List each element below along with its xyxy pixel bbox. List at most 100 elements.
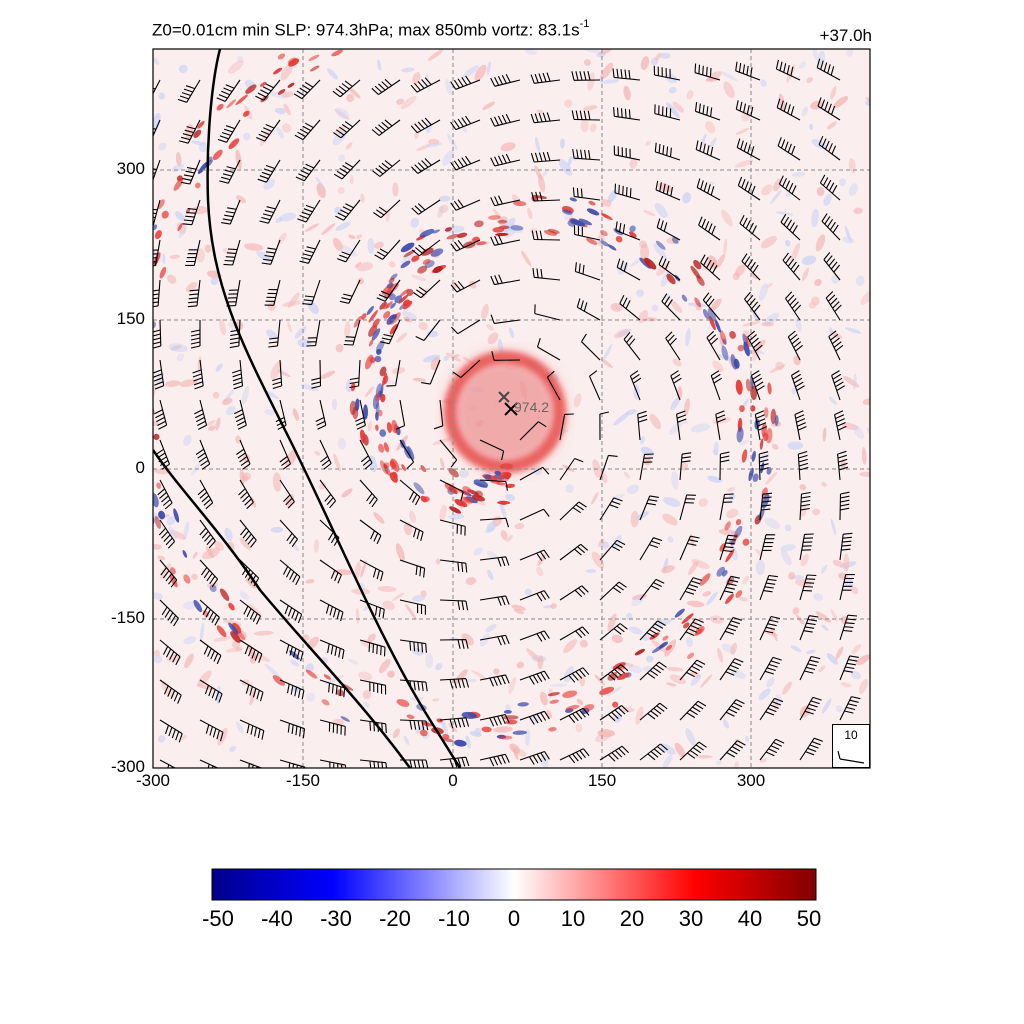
wind-barb xyxy=(239,519,257,548)
wind-barb xyxy=(559,501,587,521)
vorticity-speckle xyxy=(304,223,320,232)
vorticity-speckle xyxy=(540,754,549,768)
rainband-cell xyxy=(569,197,577,202)
vorticity-speckle xyxy=(374,241,384,249)
rainband-cell xyxy=(570,219,586,227)
coastlines xyxy=(153,49,462,768)
vorticity-speckle xyxy=(253,630,274,636)
rainband-cell xyxy=(456,232,468,238)
vorticity-speckle xyxy=(601,471,608,484)
vorticity-speckle xyxy=(612,535,622,549)
wind-barb xyxy=(399,599,426,615)
wind-barb xyxy=(735,61,761,81)
wind-barb xyxy=(180,159,201,185)
vorticity-noise xyxy=(153,49,870,768)
vorticity-speckle xyxy=(348,234,356,240)
wind-barb xyxy=(776,98,801,121)
vorticity-speckle xyxy=(832,559,844,568)
vorticity-speckle xyxy=(219,318,226,336)
vorticity-speckle xyxy=(685,636,693,648)
vorticity-speckle xyxy=(159,563,172,580)
wind-barb xyxy=(232,359,244,390)
rainband-cell xyxy=(461,711,477,719)
vorticity-speckle xyxy=(513,747,527,757)
vorticity-speckle xyxy=(215,417,221,431)
vorticity-speckle xyxy=(795,317,802,333)
vorticity-speckle xyxy=(297,338,312,348)
vorticity-speckle xyxy=(721,209,733,227)
vorticity-speckle xyxy=(178,64,188,74)
rainband-cell xyxy=(634,648,645,656)
rainband-cell xyxy=(517,702,529,707)
wind-barb xyxy=(613,145,641,161)
wind-barb xyxy=(411,158,441,174)
vorticity-speckle xyxy=(486,550,498,560)
vorticity-speckle xyxy=(409,510,417,523)
vorticity-speckle xyxy=(589,123,597,133)
vorticity-speckle xyxy=(403,735,410,745)
vorticity-speckle xyxy=(558,159,573,176)
rainband-cell xyxy=(721,570,728,577)
vorticity-speckle xyxy=(508,676,517,694)
vorticity-speckle xyxy=(364,386,375,398)
rainband-cell xyxy=(388,293,396,301)
vorticity-speckle xyxy=(500,530,508,541)
rainband-cell xyxy=(288,58,300,67)
vorticity-speckle xyxy=(395,543,405,562)
rainband-cell xyxy=(407,445,415,460)
y-tick-label: 150 xyxy=(116,309,145,328)
rainband-cell xyxy=(379,429,387,437)
vorticity-speckle xyxy=(465,577,477,585)
colorbar xyxy=(211,868,817,901)
rainband-cell xyxy=(736,426,744,443)
rainband-cell xyxy=(340,716,350,722)
vorticity-speckle xyxy=(686,600,705,608)
wind-barb xyxy=(799,737,823,761)
vorticity-speckle xyxy=(236,55,244,63)
wind-barb xyxy=(279,519,298,548)
vorticity-speckle xyxy=(670,300,683,313)
colorbar-tick-label: 50 xyxy=(796,906,822,931)
vorticity-speckle xyxy=(843,375,860,388)
wind-barb xyxy=(400,759,429,768)
colorbar-tick-label: 40 xyxy=(737,906,763,931)
wind-barb xyxy=(679,494,696,521)
vorticity-speckle xyxy=(235,195,247,204)
wind-barb xyxy=(799,533,814,561)
wind-barb xyxy=(629,370,642,401)
rainband-cell xyxy=(212,149,223,161)
wind-barb xyxy=(319,439,332,470)
wind-barb xyxy=(159,559,178,588)
vorticity-speckle xyxy=(225,647,243,653)
vorticity-speckle xyxy=(270,526,284,533)
vorticity-speckle xyxy=(629,258,642,268)
wind-barb xyxy=(410,117,441,134)
wind-barb xyxy=(279,639,304,662)
wind-barb xyxy=(531,230,561,241)
rainband-cell xyxy=(484,474,492,481)
vorticity-speckle xyxy=(815,234,826,252)
vorticity-speckle xyxy=(396,332,408,343)
vorticity-speckle xyxy=(175,152,182,167)
rainband-cell xyxy=(763,407,769,418)
vorticity-speckle xyxy=(823,194,832,206)
vorticity-speckle xyxy=(382,600,395,610)
vorticity-speckle xyxy=(452,354,460,358)
vorticity-speckle xyxy=(447,133,458,150)
vorticity-speckle xyxy=(158,142,167,151)
wind-barb xyxy=(639,702,668,721)
rainband-cell xyxy=(582,704,595,712)
vorticity-speckle xyxy=(367,238,375,254)
x-tick-label: 0 xyxy=(448,771,458,790)
vorticity-speckle xyxy=(758,688,771,700)
vorticity-speckle xyxy=(283,103,291,116)
vorticity-speckle xyxy=(514,523,525,530)
vorticity-speckle xyxy=(660,52,671,59)
colorbar-tick-label: -10 xyxy=(438,906,470,931)
wind-barb xyxy=(359,679,387,695)
vorticity-speckle xyxy=(549,683,568,687)
vorticity-speckle xyxy=(851,644,862,654)
vorticity-speckle xyxy=(833,95,849,109)
vorticity-speckle xyxy=(534,165,542,180)
rainband-cell xyxy=(714,319,721,333)
